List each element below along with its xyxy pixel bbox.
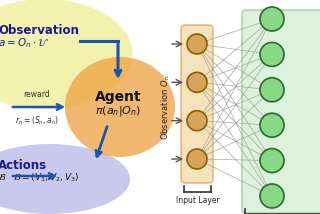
Text: $\mathcal{B}\quad\mathcal{B} = (V_1, V_2, V_3)$: $\mathcal{B}\quad\mathcal{B} = (V_1, V_2… [0, 171, 80, 183]
Circle shape [260, 113, 284, 137]
Text: Observation: Observation [0, 24, 79, 37]
Circle shape [187, 34, 207, 54]
Text: $\pi(a_n|O_n)$: $\pi(a_n|O_n)$ [95, 104, 141, 118]
Circle shape [187, 111, 207, 131]
Text: $a = O_n \cdot \mathcal{U}$: $a = O_n \cdot \mathcal{U}$ [0, 36, 49, 50]
FancyBboxPatch shape [242, 10, 320, 213]
Circle shape [260, 149, 284, 173]
Ellipse shape [0, 0, 132, 109]
Text: Agent: Agent [95, 90, 141, 104]
Text: Observation $O_n$: Observation $O_n$ [160, 74, 172, 140]
FancyBboxPatch shape [181, 25, 213, 183]
Text: Actions: Actions [0, 159, 47, 172]
Ellipse shape [0, 144, 130, 214]
Circle shape [260, 184, 284, 208]
Circle shape [187, 72, 207, 92]
Circle shape [187, 149, 207, 169]
Circle shape [260, 42, 284, 66]
Circle shape [260, 7, 284, 31]
Text: $r_n = (S_n, a_n)$: $r_n = (S_n, a_n)$ [15, 114, 59, 126]
Ellipse shape [65, 57, 175, 157]
Circle shape [260, 78, 284, 102]
Text: reward: reward [24, 90, 50, 99]
Text: Input Layer: Input Layer [176, 196, 220, 205]
